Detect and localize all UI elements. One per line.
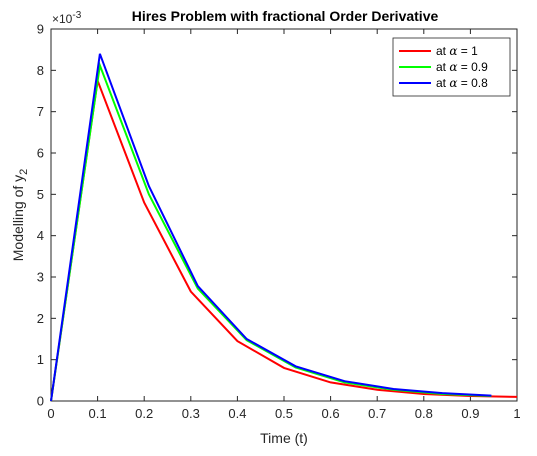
legend-entry: at α = 0.9 xyxy=(436,60,488,74)
y-tick-label: 0 xyxy=(37,394,44,409)
series-group xyxy=(50,53,518,402)
y-multiplier-exponent: -3 xyxy=(72,10,81,21)
x-tick-label: 0.4 xyxy=(228,406,246,421)
y-axis-label-subscript: 2 xyxy=(18,169,30,175)
legend-entry: at α = 1 xyxy=(436,44,478,58)
x-axis-label: Time (t) xyxy=(260,430,308,446)
x-tick-label: 1 xyxy=(513,406,520,421)
y-tick-label: 8 xyxy=(37,63,44,78)
legend: at α = 1 at α = 0.9 at α = 0.8 xyxy=(392,37,511,97)
x-tick-label: 0.5 xyxy=(275,406,293,421)
y-axis-label: Modelling of y2 xyxy=(10,169,30,262)
y-tick-label: 1 xyxy=(37,352,44,367)
axis-ticks: 0 0.1 0.2 0.3 0.4 0.5 0.6 0.7 0.8 0.9 1 0 1 2 3 4 5 6 7 8 9 xyxy=(37,22,521,422)
y-tick-label: 7 xyxy=(37,104,44,119)
y-multiplier-base: ×10 xyxy=(52,12,73,26)
x-tick-label: 0.1 xyxy=(89,406,107,421)
x-tick-label: 0.6 xyxy=(322,406,340,421)
x-tick-label: 0.8 xyxy=(415,406,433,421)
y-tick-label: 4 xyxy=(37,228,44,243)
chart-title: Hires Problem with fractional Order Deri… xyxy=(132,8,439,24)
legend-entry: at α = 0.8 xyxy=(436,76,488,90)
y-multiplier: ×10-3 xyxy=(52,10,82,26)
y-tick-label: 2 xyxy=(37,311,44,326)
series-line-alpha-0.8 xyxy=(50,53,492,402)
y-axis-label-text: Modelling of y xyxy=(10,175,26,261)
x-tick-label: 0.2 xyxy=(135,406,153,421)
x-tick-label: 0.7 xyxy=(368,406,386,421)
y-tick-label: 5 xyxy=(37,187,44,202)
y-tick-label: 3 xyxy=(37,270,44,285)
svg-text:×10-3: ×10-3 xyxy=(52,10,82,26)
x-tick-label: 0.3 xyxy=(182,406,200,421)
y-tick-label: 6 xyxy=(37,146,44,161)
x-tick-label: 0 xyxy=(47,406,54,421)
y-tick-label: 9 xyxy=(37,22,44,37)
x-tick-label: 0.9 xyxy=(461,406,479,421)
